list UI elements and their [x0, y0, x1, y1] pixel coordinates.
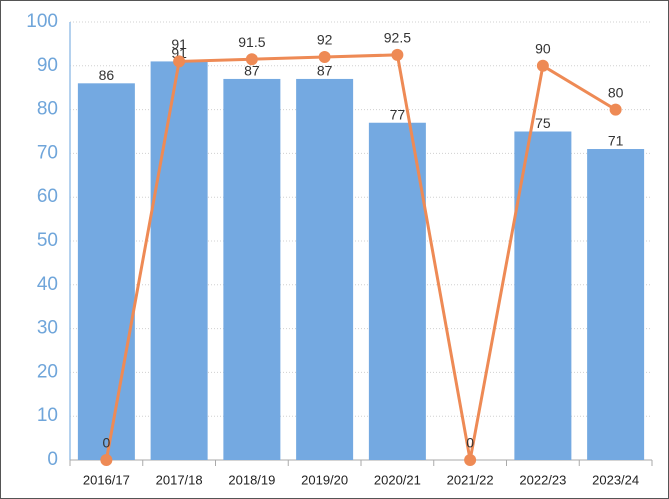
line-label: 80 [608, 84, 624, 100]
x-tick-label: 2019/20 [301, 472, 348, 487]
y-tick-label: 100 [26, 11, 58, 32]
bar [77, 83, 135, 460]
bar-label: 71 [608, 133, 624, 149]
x-tick-label: 2023/24 [592, 472, 639, 487]
line-marker [609, 103, 622, 116]
line-marker [100, 454, 113, 466]
bar [150, 61, 208, 461]
y-tick-label: 90 [37, 55, 58, 76]
line-label: 0 [102, 435, 110, 451]
line-label: 91.5 [238, 34, 265, 50]
y-tick-label: 70 [37, 142, 58, 163]
bar [368, 122, 426, 461]
bar-label: 87 [244, 63, 260, 79]
y-tick-label: 20 [37, 361, 58, 382]
line-marker [464, 454, 477, 466]
y-tick-label: 60 [37, 186, 58, 207]
bar [587, 149, 645, 460]
line [104, 53, 617, 461]
line-marker [391, 48, 404, 61]
line-marker [536, 59, 549, 72]
y-tick-label: 80 [37, 99, 58, 120]
bar-label: 87 [317, 63, 333, 79]
x-tick-label: 2016/17 [83, 472, 130, 487]
x-tick-label: 2017/18 [156, 472, 203, 487]
line-marker [245, 53, 258, 66]
bar [223, 78, 281, 460]
line-label: 90 [535, 41, 551, 57]
bar-label: 77 [390, 106, 406, 122]
x-tick-label: 2022/23 [519, 472, 566, 487]
x-tick-label: 2018/19 [228, 472, 275, 487]
bar [296, 78, 354, 460]
line-marker [318, 51, 331, 64]
y-tick-label: 10 [37, 405, 58, 426]
y-tick-label: 0 [47, 449, 58, 470]
x-tick-label: 2021/22 [447, 472, 494, 487]
bar [514, 131, 572, 460]
y-tick-label: 30 [37, 318, 58, 339]
x-tick-label: 2020/21 [374, 472, 421, 487]
line-marker [173, 55, 186, 68]
bar-label: 86 [99, 67, 115, 83]
line-label: 92.5 [384, 30, 411, 46]
line-label: 92 [317, 32, 333, 48]
y-tick-label: 50 [37, 230, 58, 251]
line-label: 0 [466, 435, 474, 451]
line-label: 91 [171, 36, 187, 52]
y-tick-label: 40 [37, 274, 58, 295]
bar-label: 75 [535, 115, 551, 131]
